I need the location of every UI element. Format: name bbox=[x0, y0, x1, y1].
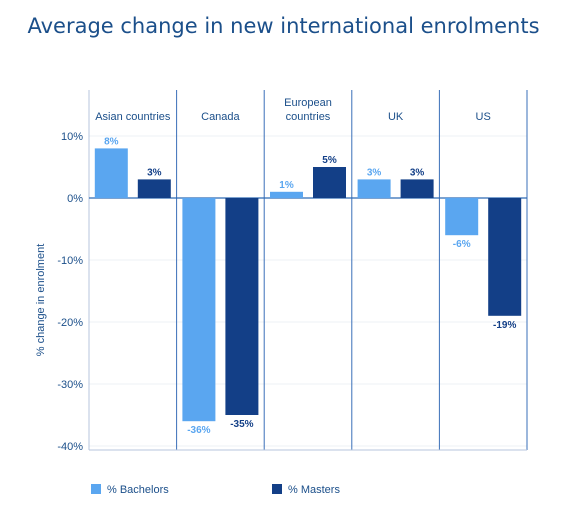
data-label: -19% bbox=[493, 320, 516, 331]
bar-masters bbox=[400, 179, 434, 198]
legend-item: % Bachelors bbox=[107, 484, 169, 496]
y-tick-label: 10% bbox=[61, 131, 83, 143]
legend-swatch bbox=[91, 484, 101, 494]
data-label: 1% bbox=[279, 180, 294, 191]
bar-masters bbox=[137, 179, 171, 198]
y-axis-label: % change in enrolment bbox=[35, 244, 47, 357]
data-label: 3% bbox=[367, 167, 382, 178]
bar-bachelors bbox=[357, 179, 391, 198]
legend-swatch bbox=[272, 484, 282, 494]
y-tick-label: -10% bbox=[57, 255, 83, 267]
data-label: -36% bbox=[187, 425, 210, 436]
category-label: Canada bbox=[201, 111, 240, 123]
data-label: -35% bbox=[230, 419, 253, 430]
bar-bachelors bbox=[445, 198, 479, 236]
bar-bachelors bbox=[182, 198, 216, 422]
data-label: 3% bbox=[147, 167, 162, 178]
data-label: 3% bbox=[410, 167, 425, 178]
category-label: European countries bbox=[284, 97, 332, 123]
y-tick-label: -20% bbox=[57, 317, 83, 329]
bar-bachelors bbox=[270, 191, 303, 198]
bar-masters bbox=[225, 198, 259, 415]
y-tick-label: -30% bbox=[57, 379, 83, 391]
bar-masters bbox=[313, 167, 346, 198]
bar-masters bbox=[488, 198, 522, 316]
y-tick-label: 0% bbox=[67, 193, 83, 205]
category-label: US bbox=[476, 111, 491, 123]
data-label: -6% bbox=[453, 239, 471, 250]
data-label: 8% bbox=[104, 136, 119, 147]
data-label: 5% bbox=[322, 155, 337, 166]
legend-item: % Masters bbox=[288, 484, 340, 496]
bar-bachelors bbox=[94, 148, 128, 198]
category-label: UK bbox=[388, 111, 404, 123]
category-label: Asian countries bbox=[95, 111, 171, 123]
chart-title: Average change in new international enro… bbox=[27, 14, 540, 38]
y-tick-label: -40% bbox=[57, 441, 83, 453]
